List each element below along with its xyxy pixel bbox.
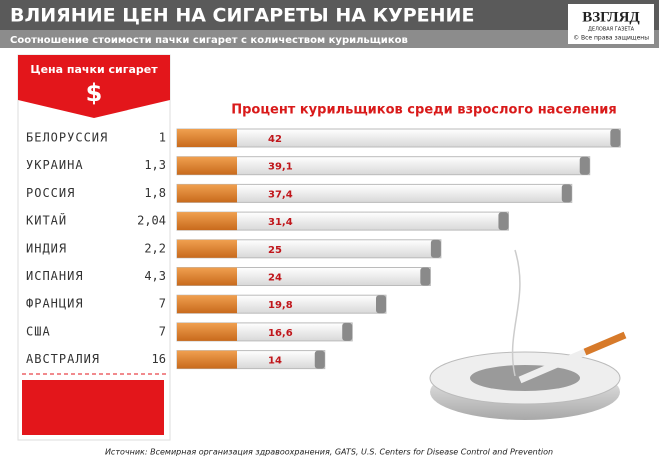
price: 4,3	[144, 269, 166, 283]
value-label: 31,4	[268, 217, 293, 228]
ashtray	[429, 249, 627, 420]
value-label: 24	[268, 273, 282, 284]
source: Источник: Всемирная организация здравоох…	[105, 448, 553, 457]
country: ИНДИЯ	[26, 241, 67, 255]
header-bar	[0, 0, 659, 30]
ash	[430, 239, 441, 258]
ash	[420, 267, 431, 286]
country: США	[26, 324, 51, 338]
price: 1	[159, 131, 166, 145]
value-label: 42	[268, 134, 282, 145]
country: ФРАНЦИЯ	[26, 297, 84, 311]
cigarette	[176, 128, 621, 148]
ash	[579, 156, 590, 175]
logo-tagline: ДЕЛОВАЯ ГАЗЕТА	[588, 27, 635, 33]
logo: ВЗГЛЯД	[582, 9, 640, 25]
ash	[498, 212, 509, 231]
chart-title: ВЛИЯНИЕ ЦЕН НА СИГАРЕТЫ НА КУРЕНИЕ	[10, 5, 474, 27]
price-symbol: $	[86, 79, 103, 107]
filter	[177, 129, 237, 147]
price-header	[18, 55, 170, 118]
price: 2,04	[137, 214, 166, 228]
ash	[342, 322, 353, 341]
chart-subtitle: Соотношение стоимости пачки сигарет с ко…	[10, 35, 408, 46]
country: БЕЛОРУССИЯ	[26, 131, 108, 145]
price: 7	[159, 324, 166, 338]
value-label: 37,4	[268, 189, 293, 200]
value-title: Процент курильщиков среди взрослого насе…	[231, 103, 617, 118]
filter	[177, 322, 237, 341]
country: АВСТРАЛИЯ	[26, 352, 100, 366]
value-label: 25	[268, 245, 282, 256]
subheader-bar	[0, 30, 659, 48]
price-panel	[17, 54, 171, 441]
ash	[314, 350, 325, 369]
price: 16	[152, 352, 166, 366]
value-label: 16,6	[268, 328, 293, 339]
country: УКРАИНА	[26, 158, 84, 172]
logo-box	[568, 4, 654, 44]
ash	[376, 295, 386, 314]
filter	[177, 212, 237, 231]
price: 2,2	[144, 241, 166, 255]
filter	[177, 295, 237, 314]
logo-rights: © Все права защищены	[573, 35, 649, 42]
value-label: 19,8	[268, 300, 293, 311]
country: ИСПАНИЯ	[26, 269, 84, 283]
value-label: 39,1	[268, 162, 293, 173]
cigarette	[176, 156, 591, 176]
ash	[561, 184, 572, 203]
value-label: 14	[268, 356, 282, 367]
filter	[177, 184, 237, 203]
country: РОССИЯ	[26, 186, 75, 200]
ash	[610, 129, 621, 147]
price: 1,8	[144, 186, 166, 200]
red-block	[22, 380, 164, 435]
filter	[177, 267, 237, 286]
filter	[177, 239, 237, 258]
price: 7	[159, 297, 166, 311]
filter	[177, 350, 237, 369]
filter	[177, 156, 237, 175]
price-title: Цена пачки сигарет	[30, 63, 158, 76]
price: 1,3	[144, 158, 166, 172]
country: КИТАЙ	[26, 213, 67, 228]
